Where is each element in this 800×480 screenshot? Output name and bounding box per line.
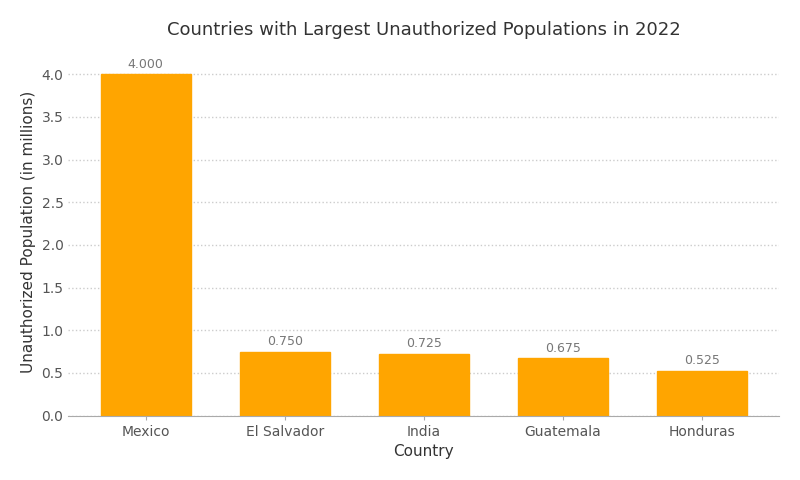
- Text: 0.525: 0.525: [684, 354, 720, 367]
- Bar: [101, 74, 191, 416]
- Text: 0.675: 0.675: [545, 342, 581, 355]
- X-axis label: Country: Country: [394, 444, 454, 459]
- Title: Countries with Largest Unauthorized Populations in 2022: Countries with Largest Unauthorized Popu…: [167, 21, 681, 39]
- Bar: [239, 351, 330, 416]
- Bar: [657, 371, 747, 416]
- Y-axis label: Unauthorized Population (in millions): Unauthorized Population (in millions): [21, 91, 36, 373]
- Text: 0.725: 0.725: [406, 337, 442, 350]
- Text: 0.750: 0.750: [266, 335, 302, 348]
- Bar: [518, 358, 608, 416]
- Bar: [378, 354, 469, 416]
- Text: 4.000: 4.000: [128, 58, 164, 71]
